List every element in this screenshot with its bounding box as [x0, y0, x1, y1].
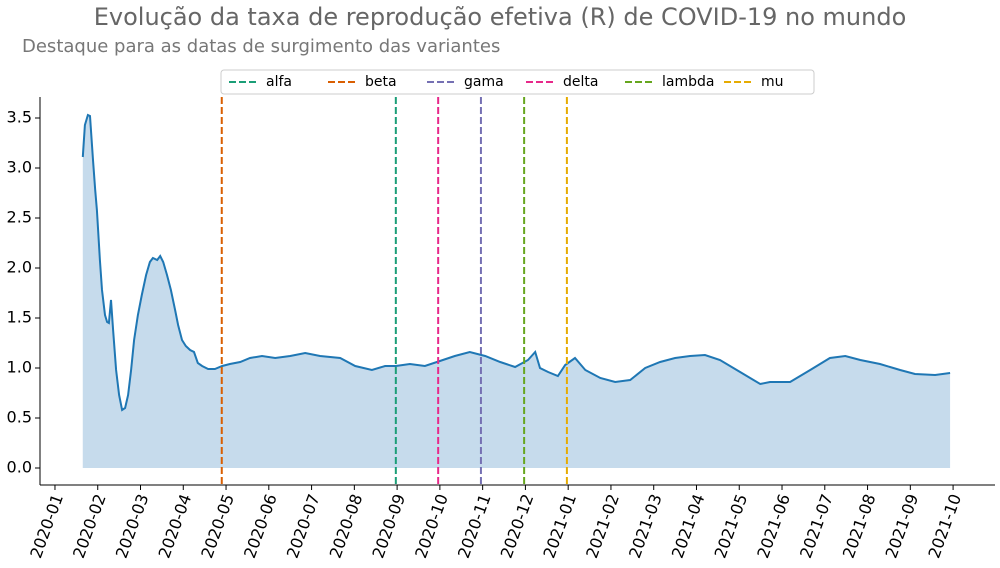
- x-tick-label: 2021-08: [839, 491, 880, 560]
- x-tick-label: 2020-06: [240, 491, 281, 560]
- x-tick-label: 2020-11: [454, 491, 495, 560]
- x-tick-label: 2020-01: [26, 491, 67, 560]
- x-tick-label: 2020-04: [155, 491, 196, 560]
- x-tick-label: 2021-07: [796, 491, 837, 560]
- legend-label: gama: [464, 74, 504, 90]
- x-tick-label: 2020-03: [112, 491, 153, 560]
- x-tick-label: 2020-08: [326, 491, 367, 560]
- area: [82, 115, 951, 468]
- x-tick-label: 2020-02: [69, 491, 110, 560]
- x-tick-label: 2021-04: [668, 491, 709, 560]
- legend-label: lambda: [662, 74, 714, 90]
- legend-label: delta: [563, 74, 598, 90]
- chart-subtitle: Destaque para as datas de surgimento das…: [22, 36, 500, 57]
- x-tick-label: 2021-09: [882, 491, 923, 560]
- x-tick-label: 2020-07: [283, 491, 324, 560]
- y-tick-label: 1.5: [7, 308, 32, 327]
- x-tick-label: 2021-05: [711, 491, 752, 560]
- x-tick-label: 2021-01: [539, 491, 580, 560]
- y-tick-label: 2.0: [7, 258, 32, 277]
- legend-label: beta: [365, 74, 397, 90]
- x-tick-label: 2020-05: [197, 491, 238, 560]
- y-tick-label: 1.0: [7, 358, 32, 377]
- line: [81, 113, 951, 412]
- x-tick-label: 2020-12: [497, 491, 538, 560]
- y-tick-label: 2.5: [7, 208, 32, 227]
- y-tick-label: 3.0: [7, 158, 32, 177]
- x-tick-label: 2021-03: [625, 491, 666, 560]
- legend-label: mu: [761, 74, 784, 90]
- x-tick-label: 2021-06: [753, 491, 794, 560]
- legend-box: [220, 69, 815, 95]
- x-tick-label: 2021-10: [924, 491, 965, 560]
- y-tick-label: 0.0: [7, 458, 32, 477]
- y-tick-label: 3.5: [7, 108, 32, 127]
- chart-title: Evolução da taxa de reprodução efetiva (…: [94, 3, 907, 31]
- x-tick-label: 2020-10: [411, 491, 452, 560]
- x-tick-label: 2020-09: [368, 491, 409, 560]
- legend: alfa beta gama delta lambda mu: [220, 69, 815, 95]
- x-tick-label: 2021-02: [582, 491, 623, 560]
- y-tick-label: 0.5: [7, 408, 32, 427]
- legend-label: alfa: [266, 74, 292, 90]
